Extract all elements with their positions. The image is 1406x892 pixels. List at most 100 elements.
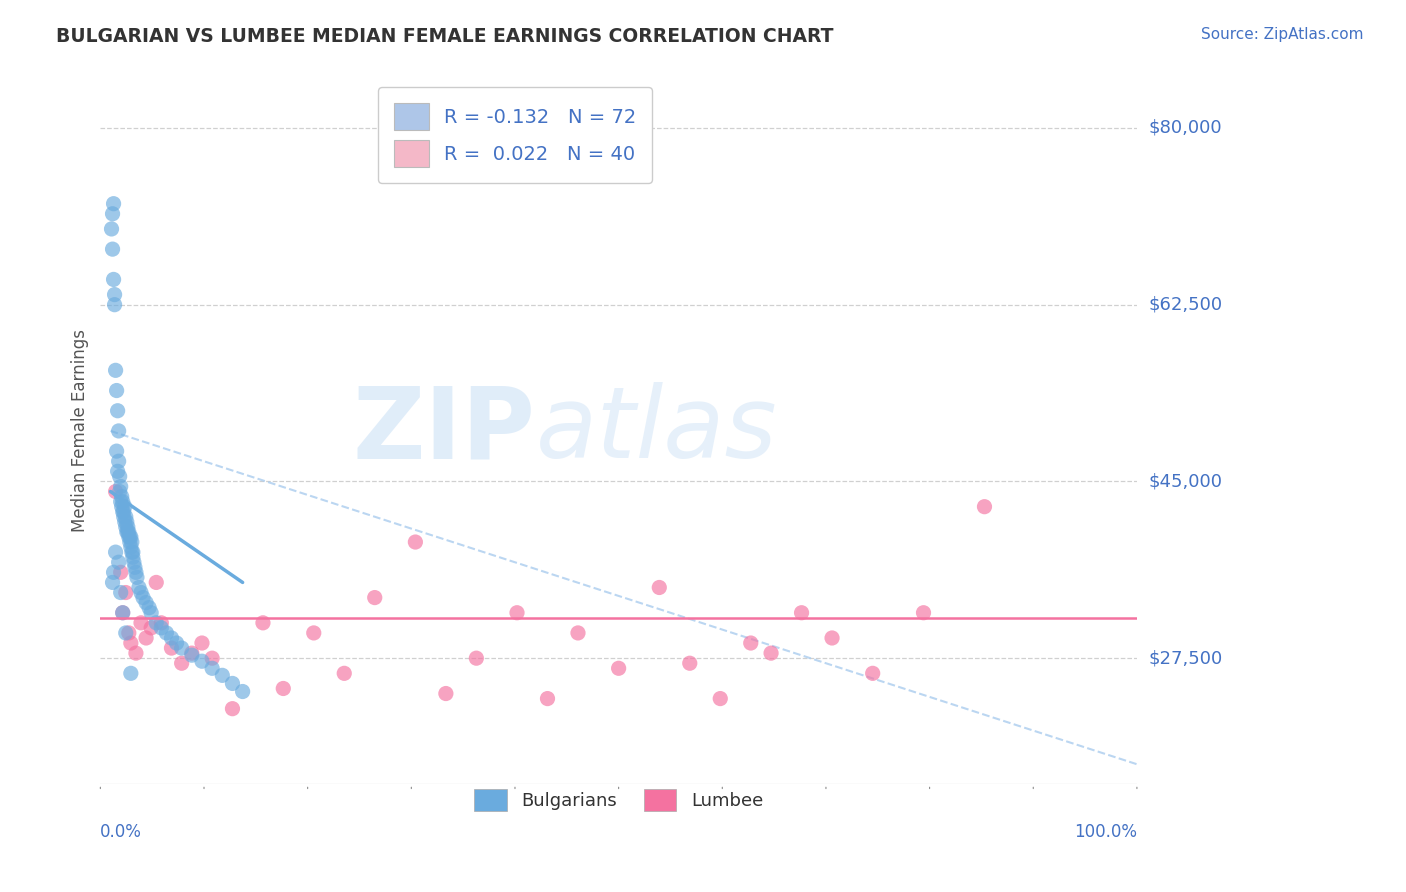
Point (201, 651, 224, 665)
Point (105, 444, 128, 458)
Point (103, 196, 125, 211)
Point (118, 626, 141, 640)
Point (135, 596, 157, 610)
Point (150, 621, 173, 635)
Point (191, 636, 214, 650)
Point (117, 520, 139, 534)
Point (111, 606, 134, 620)
Point (111, 490, 134, 504)
Text: $80,000: $80,000 (1149, 119, 1222, 137)
Point (120, 540, 142, 554)
Point (107, 464, 129, 478)
Point (973, 500, 995, 514)
Point (107, 424, 129, 438)
Point (120, 530, 142, 544)
Point (333, 666, 356, 681)
Point (648, 581, 671, 595)
Point (221, 676, 243, 690)
Point (122, 545, 145, 559)
Point (141, 606, 163, 620)
Text: $27,500: $27,500 (1149, 649, 1222, 667)
Point (118, 524, 141, 539)
Text: 0.0%: 0.0% (100, 823, 142, 841)
Point (125, 566, 148, 580)
Point (108, 484, 131, 499)
Text: atlas: atlas (536, 383, 778, 479)
Point (121, 545, 143, 559)
Point (112, 505, 135, 519)
Point (111, 606, 134, 620)
Point (107, 454, 129, 468)
Point (160, 641, 183, 656)
Point (141, 621, 163, 635)
Point (104, 484, 127, 499)
Point (103, 566, 125, 580)
Point (271, 681, 294, 696)
Text: $62,500: $62,500 (1149, 295, 1222, 314)
Text: 100.0%: 100.0% (1074, 823, 1137, 841)
Point (118, 530, 141, 544)
Point (679, 657, 702, 671)
Point (117, 524, 139, 539)
Point (111, 494, 134, 508)
Point (740, 636, 762, 650)
Point (180, 648, 202, 662)
Point (114, 585, 136, 599)
Point (912, 606, 935, 620)
Text: $45,000: $45,000 (1149, 473, 1222, 491)
Point (128, 581, 150, 595)
Point (191, 654, 214, 668)
Point (125, 570, 148, 584)
Point (108, 469, 131, 483)
Legend: Bulgarians, Lumbee: Bulgarians, Lumbee (467, 781, 770, 818)
Point (107, 555, 129, 569)
Point (709, 691, 731, 706)
Point (101, 207, 124, 221)
Text: Source: ZipAtlas.com: Source: ZipAtlas.com (1201, 27, 1364, 42)
Point (170, 641, 193, 656)
Point (364, 591, 387, 605)
Point (114, 500, 136, 514)
Point (759, 646, 782, 660)
Point (129, 585, 152, 599)
Point (105, 384, 128, 398)
Point (124, 560, 146, 574)
Point (821, 631, 844, 645)
Text: BULGARIAN VS LUMBEE MEDIAN FEMALE EARNINGS CORRELATION CHART: BULGARIAN VS LUMBEE MEDIAN FEMALE EARNIN… (56, 27, 834, 45)
Point (221, 701, 243, 715)
Point (155, 626, 177, 640)
Point (145, 615, 167, 630)
Point (125, 646, 148, 660)
Point (166, 636, 188, 650)
Point (110, 494, 132, 508)
Point (120, 666, 142, 681)
Point (211, 668, 233, 682)
Point (122, 550, 145, 565)
Point (111, 500, 134, 514)
Point (104, 545, 127, 559)
Point (110, 585, 132, 599)
Point (118, 535, 141, 549)
Point (201, 661, 224, 675)
Point (104, 363, 127, 377)
Point (111, 505, 134, 519)
Point (135, 631, 157, 645)
Point (607, 661, 630, 675)
Point (536, 691, 558, 706)
Point (110, 566, 132, 580)
Point (101, 242, 124, 256)
Point (180, 646, 202, 660)
Point (114, 626, 136, 640)
Point (170, 657, 193, 671)
Point (434, 687, 457, 701)
Point (404, 535, 426, 549)
Point (100, 222, 122, 236)
Point (103, 298, 125, 312)
Point (567, 626, 589, 640)
Point (103, 272, 125, 286)
Point (122, 555, 145, 569)
Point (114, 520, 136, 534)
Point (103, 287, 125, 301)
Point (114, 515, 136, 529)
Point (112, 509, 135, 524)
